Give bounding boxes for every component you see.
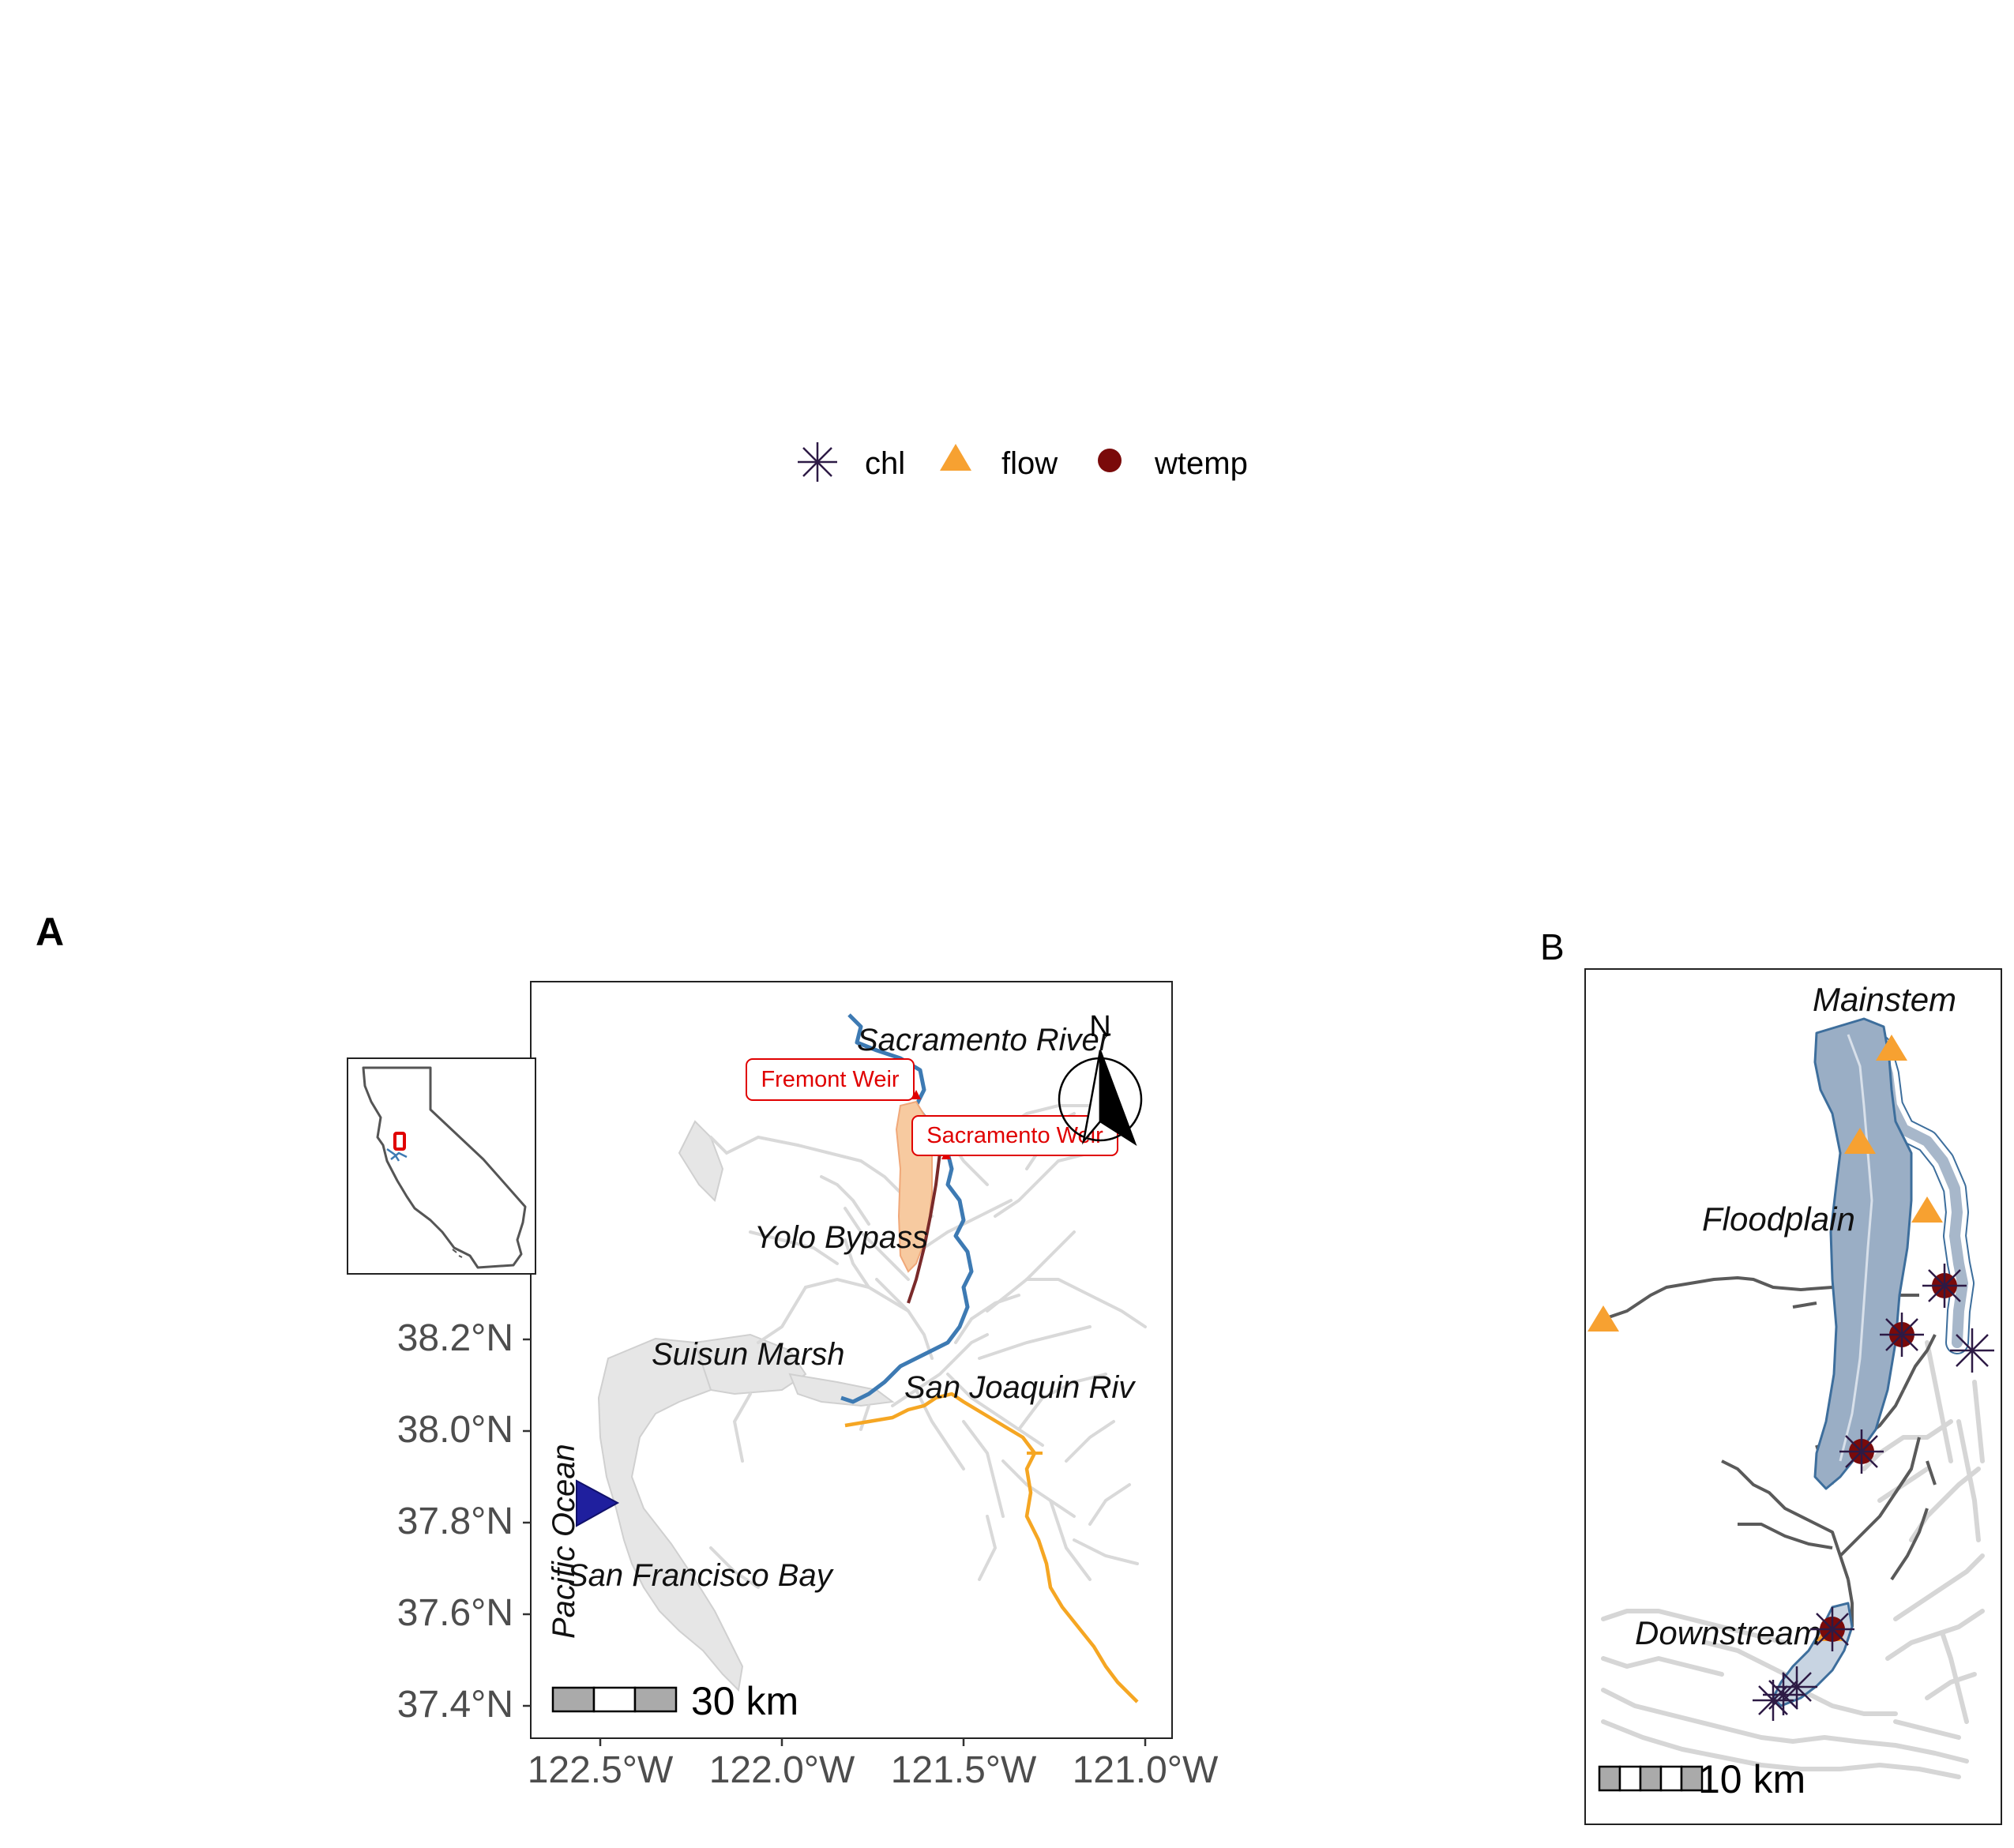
y-tick-label: 37.8°N	[397, 1501, 513, 1542]
north-arrow-label: N	[1089, 1010, 1110, 1043]
panel-b-scale-label: 10 km	[1698, 1757, 1805, 1801]
panel-b-tag: B	[1540, 926, 1565, 967]
legend-wtemp-symbol	[1098, 449, 1122, 472]
legend-wtemp-label: wtemp	[1154, 446, 1248, 481]
north-bay-water	[678, 1120, 724, 1202]
label-sacramento-weir: Sacramento Weir	[926, 1123, 1103, 1148]
legend-chl-label: chl	[865, 446, 905, 481]
flow-station-marker	[1876, 1035, 1907, 1061]
inset-frame	[347, 1057, 536, 1275]
x-tick-label: 121.5°W	[891, 1749, 1037, 1791]
label-suisun-marsh: Suisun Marsh	[652, 1337, 845, 1372]
y-tick-label: 38.0°N	[397, 1409, 513, 1451]
legend: chl flow wtemp	[798, 442, 1248, 482]
legend-flow-label: flow	[1001, 446, 1058, 481]
panel-a-scale-bar	[551, 1686, 678, 1713]
y-axis: 38.2°N 38.0°N 37.8°N 37.6°N 37.4°N	[397, 1317, 532, 1738]
x-tick-label: 121.0°W	[1073, 1749, 1219, 1791]
flow-station-marker	[1911, 1196, 1943, 1223]
floodplain-inner-channel	[1839, 1034, 1873, 1462]
north-arrow-icon	[1058, 1050, 1143, 1147]
panel-b-map: Mainstem Floodplain Downstream	[1584, 968, 2002, 1825]
x-tick-label: 122.5°W	[528, 1749, 674, 1791]
panel-a-axes: 38.2°N 38.0°N 37.8°N 37.6°N 37.4°N 122.5…	[397, 1317, 1219, 1791]
floodplain-area	[1813, 1017, 1913, 1490]
inset-delta-waterways	[386, 1147, 408, 1162]
chl-station-marker	[1839, 1429, 1884, 1474]
california-outline	[362, 1066, 527, 1269]
panel-a-tag: A	[36, 910, 64, 954]
chl-station-marker	[1950, 1328, 1994, 1373]
legend-flow-symbol	[940, 444, 971, 471]
suisun-bay-water	[788, 1373, 895, 1407]
label-pacific-ocean: Pacific Ocean	[547, 1444, 581, 1639]
yolo-bypass-channel	[907, 1152, 941, 1304]
pacific-ocean-marker	[576, 1479, 620, 1527]
fremont-weir-callout	[746, 1058, 915, 1101]
label-yolo-bypass: Yolo Bypass	[754, 1220, 928, 1255]
legend-chl-symbol	[798, 442, 837, 482]
x-tick-label: 122.0°W	[709, 1749, 855, 1791]
san-francisco-bay-water	[597, 1337, 744, 1692]
y-tick-label: 38.2°N	[397, 1317, 513, 1359]
flow-station-marker	[1588, 1305, 1619, 1332]
study-area-box	[393, 1132, 406, 1151]
chl-stations	[1753, 1264, 1994, 1721]
y-tick-label: 37.4°N	[397, 1684, 513, 1726]
inset-islands	[452, 1249, 463, 1258]
label-mainstem: Mainstem	[1813, 981, 1956, 1018]
chl-station-marker	[1880, 1313, 1924, 1357]
label-floodplain: Floodplain	[1702, 1200, 1855, 1238]
chl-station-marker	[1753, 1680, 1794, 1721]
flow-station-marker	[1844, 1128, 1876, 1154]
panel-a-scale-label: 30 km	[691, 1679, 798, 1723]
label-san-francisco-bay: San Francisco Bay	[567, 1558, 835, 1593]
panel-b-background-waterways	[1601, 1340, 1985, 1779]
san-joaquin-river	[844, 1392, 1139, 1703]
panel-a-map: Sacramento River Yolo Bypass Suisun Mars…	[530, 981, 1173, 1739]
x-axis: 122.5°W 122.0°W 121.5°W 121.0°W	[528, 1738, 1219, 1791]
label-san-joaquin-river: San Joaquin Riv	[904, 1370, 1136, 1405]
california-inset	[347, 1057, 536, 1275]
chl-station-marker	[1922, 1264, 1967, 1308]
label-downstream: Downstream	[1635, 1614, 1821, 1651]
label-fremont-weir: Fremont Weir	[761, 1067, 899, 1092]
chl-station-marker	[1810, 1607, 1854, 1651]
y-tick-label: 37.6°N	[397, 1592, 513, 1634]
label-sacramento-river: Sacramento River	[857, 1023, 1111, 1057]
panel-b-scale-bar	[1598, 1765, 1704, 1792]
